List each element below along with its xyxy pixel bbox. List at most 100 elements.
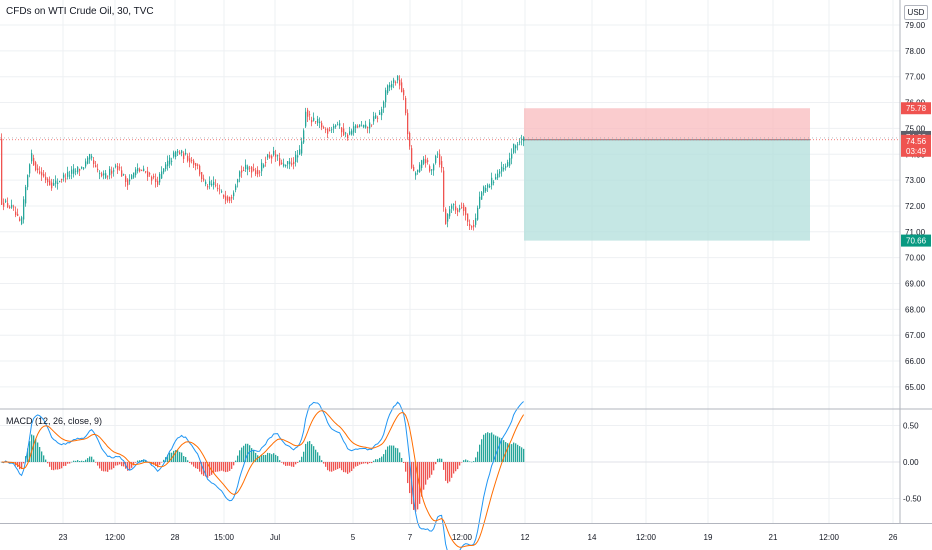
candle-body	[219, 189, 221, 191]
macd-histogram-bar	[259, 456, 261, 462]
candle-body	[201, 172, 203, 179]
candle-body	[397, 75, 399, 81]
candle-body	[235, 185, 237, 190]
candle-body	[435, 156, 437, 163]
candle-body	[115, 165, 117, 167]
macd-histogram-bar	[375, 459, 377, 462]
macd-histogram-bar	[403, 462, 405, 463]
candle-body	[381, 109, 383, 116]
macd-histogram-bar	[247, 443, 249, 462]
candle-body	[339, 123, 341, 126]
candle-body	[515, 145, 517, 149]
candle-body	[145, 171, 147, 173]
candle-body	[9, 206, 11, 208]
macd-histogram-bar	[183, 456, 185, 462]
candle-body	[169, 157, 171, 165]
macd-histogram-bar	[107, 462, 109, 472]
candle-body	[351, 130, 353, 135]
macd-histogram-bar	[233, 462, 235, 466]
candle-body	[21, 217, 23, 225]
macd-histogram-bar	[131, 462, 133, 468]
macd-histogram-bar	[343, 462, 345, 473]
candle-body	[221, 191, 223, 193]
macd-histogram-bar	[205, 462, 207, 477]
macd-histogram-bar	[287, 462, 289, 466]
candle-body	[43, 173, 45, 177]
time-tick-label: 5	[351, 533, 356, 542]
macd-histogram-bar	[463, 460, 465, 462]
take-profit-zone	[524, 139, 810, 241]
macd-histogram-bar	[401, 457, 403, 462]
macd-histogram-bar	[437, 458, 439, 462]
candle-body	[457, 209, 459, 213]
macd-histogram-bar	[39, 447, 41, 462]
macd-histogram-bar	[293, 462, 295, 467]
candle-body	[19, 218, 21, 221]
macd-histogram-bar	[523, 448, 525, 462]
candle-body	[369, 122, 371, 129]
macd-histogram-bar	[337, 462, 339, 470]
macd-histogram-bar	[181, 452, 183, 462]
currency-button[interactable]: USD	[904, 5, 928, 20]
position-zones[interactable]	[524, 108, 810, 241]
candle-body	[357, 125, 359, 128]
candle-body	[491, 177, 493, 186]
macd-histogram-bar	[133, 462, 135, 466]
candle-body	[469, 223, 471, 227]
macd-histogram-bar	[169, 452, 171, 462]
macd-histogram-bar	[139, 460, 141, 462]
candle-body	[251, 166, 253, 173]
candle-body	[227, 196, 229, 201]
candle-body	[67, 171, 69, 177]
candle-body	[451, 205, 453, 209]
candle-body	[245, 164, 247, 170]
macd-histogram-bar	[291, 462, 293, 467]
macd-histogram-bar	[429, 462, 431, 478]
macd-histogram-bar	[111, 462, 113, 470]
macd-histogram-bar	[273, 453, 275, 462]
macd-histogram-bar	[419, 462, 421, 504]
macd-histogram-bar	[447, 462, 449, 484]
macd-tick-label: -0.50	[903, 495, 922, 504]
macd-histogram-bar	[279, 460, 281, 462]
macd-histogram-bar	[331, 462, 333, 472]
macd-histogram-bar	[223, 462, 225, 472]
candle-body	[223, 194, 225, 198]
time-tick-label: 26	[889, 533, 898, 542]
candle-body	[443, 170, 445, 208]
candles	[1, 75, 525, 231]
price-tick-label: 65.00	[905, 383, 926, 392]
macd-histogram-bar	[295, 462, 297, 465]
price-tick-label: 68.00	[905, 305, 926, 314]
candle-body	[27, 175, 29, 188]
macd-histogram-bar	[359, 462, 361, 465]
candle-body	[353, 126, 355, 133]
candle-body	[131, 175, 133, 180]
macd-histogram-bar	[511, 444, 513, 462]
macd-histogram-bar	[289, 462, 291, 466]
candle-body	[449, 209, 451, 217]
macd-histogram-bar	[217, 462, 219, 472]
macd-histogram-bar	[35, 438, 37, 462]
macd-histogram-bar	[31, 434, 33, 462]
macd-histogram-bar	[99, 462, 101, 469]
macd-histogram-bar	[117, 462, 119, 466]
macd-histogram-bar	[421, 462, 423, 497]
macd-histogram-bar	[73, 460, 75, 462]
candle-body	[15, 211, 17, 216]
time-tick-label: 28	[171, 533, 180, 542]
candle-body	[521, 138, 523, 140]
macd-histogram-bar	[481, 439, 483, 462]
macd-histogram-bar	[433, 462, 435, 471]
macd-histogram-bar	[381, 456, 383, 462]
macd-histogram-bar	[501, 438, 503, 462]
candle-body	[111, 170, 113, 174]
candle-body	[203, 178, 205, 181]
candle-body	[99, 173, 101, 175]
price-tick-label: 67.00	[905, 331, 926, 340]
macd-histogram-bar	[61, 462, 63, 469]
candle-body	[159, 173, 161, 183]
candle-body	[321, 122, 323, 128]
